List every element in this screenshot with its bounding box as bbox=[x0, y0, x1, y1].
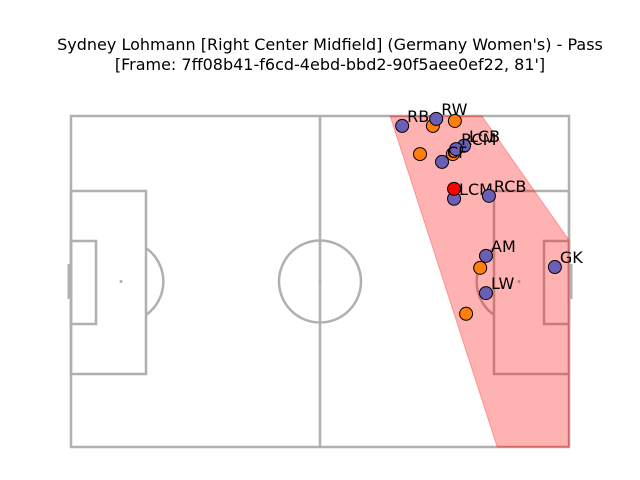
center-circle bbox=[277, 239, 363, 324]
player-marker bbox=[449, 142, 464, 157]
player-marker bbox=[447, 181, 462, 196]
chart-title: Sydney Lohmann [Right Center Midfield] (… bbox=[57, 35, 603, 54]
player-marker bbox=[395, 118, 410, 133]
player-label: RCB bbox=[494, 177, 526, 196]
penalty-spot-right bbox=[517, 280, 521, 283]
player-marker bbox=[447, 113, 462, 128]
player-label: LW bbox=[491, 274, 514, 293]
player-label: AM bbox=[491, 237, 516, 256]
penalty-box-left bbox=[69, 189, 148, 376]
pitch bbox=[67, 114, 573, 449]
player-marker bbox=[459, 306, 474, 321]
penalty-arc-left bbox=[145, 246, 165, 317]
player-label: RW bbox=[441, 100, 467, 119]
penalty-spot-left bbox=[119, 280, 123, 283]
player-marker bbox=[435, 154, 450, 169]
player-label: LCB bbox=[469, 127, 500, 146]
visible-area bbox=[389, 115, 570, 448]
player-label: CF bbox=[447, 143, 467, 162]
player-marker bbox=[479, 248, 493, 263]
chart-subtitle: [Frame: 7ff08b41-f6cd-4ebd-bbd2-90f5aee0… bbox=[115, 55, 545, 74]
goal-area-left bbox=[69, 239, 98, 326]
player-marker bbox=[473, 260, 488, 275]
player-marker bbox=[547, 260, 562, 275]
center-spot bbox=[318, 280, 322, 283]
player-marker bbox=[481, 188, 496, 203]
player-label: RB bbox=[407, 107, 429, 126]
player-label: RCM bbox=[461, 130, 496, 149]
player-marker bbox=[413, 147, 428, 162]
player-marker bbox=[479, 286, 493, 301]
player-label: GK bbox=[560, 248, 583, 267]
player-marker bbox=[429, 111, 444, 126]
